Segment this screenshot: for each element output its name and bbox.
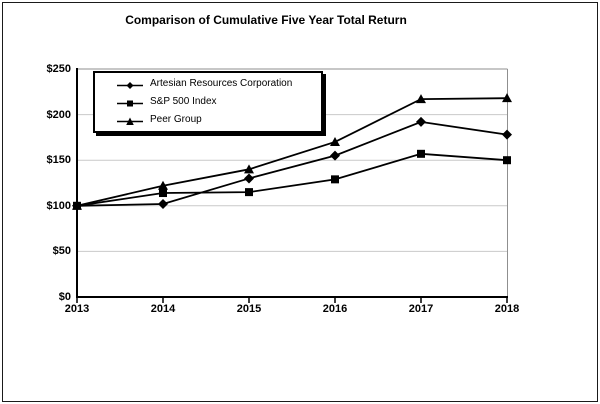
square-marker-icon: [117, 96, 143, 107]
legend-item-sp500: S&P 500 Index: [95, 93, 321, 111]
triangle-marker-icon: [72, 200, 82, 210]
legend-label: S&P 500 Index: [150, 96, 217, 107]
y-axis-label: $200: [46, 108, 71, 121]
y-axis-label: $150: [46, 154, 71, 167]
x-axis-label: 2016: [322, 303, 348, 315]
triangle-marker-icon: [416, 94, 426, 104]
legend-label: Artesian Resources Corporation: [150, 78, 293, 90]
x-axis-label: 2015: [236, 303, 262, 315]
legend: Artesian Resources Corporation S&P 500 I…: [93, 71, 323, 133]
x-axis-label: 2014: [150, 303, 176, 315]
y-axis-label: $250: [46, 63, 71, 75]
square-marker-icon: [417, 149, 425, 158]
series-line: [76, 97, 508, 207]
legend-label: Peer Group: [150, 113, 202, 125]
square-marker-icon: [503, 156, 511, 165]
series-line: [76, 152, 508, 207]
y-axis-label: $100: [46, 199, 71, 212]
square-marker-icon: [245, 188, 253, 197]
triangle-marker-icon: [330, 136, 340, 146]
diamond-marker-icon: [416, 116, 426, 127]
triangle-marker-icon: [158, 180, 168, 190]
x-axis-label: 2017: [408, 303, 434, 315]
legend-item-peer-group: Peer Group: [95, 110, 321, 128]
diamond-marker-icon: [330, 150, 340, 161]
triangle-marker-icon: [244, 164, 254, 174]
triangle-marker-icon: [117, 114, 143, 125]
y-axis-label: $0: [58, 291, 71, 303]
diamond-marker-icon: [244, 173, 254, 184]
triangle-marker-icon: [502, 93, 512, 103]
y-axis-label: $50: [52, 245, 71, 258]
x-axis-label: 2013: [64, 303, 90, 315]
diamond-marker-icon: [117, 78, 143, 90]
series-line: [76, 120, 508, 207]
x-axis-label: 2018: [494, 303, 520, 315]
diamond-marker-icon: [158, 198, 168, 209]
square-marker-icon: [331, 175, 339, 184]
legend-item-artesian: Artesian Resources Corporation: [95, 75, 321, 93]
square-marker-icon: [159, 189, 167, 198]
diamond-marker-icon: [502, 129, 512, 140]
chart-title: Comparison of Cumulative Five Year Total…: [125, 13, 407, 27]
